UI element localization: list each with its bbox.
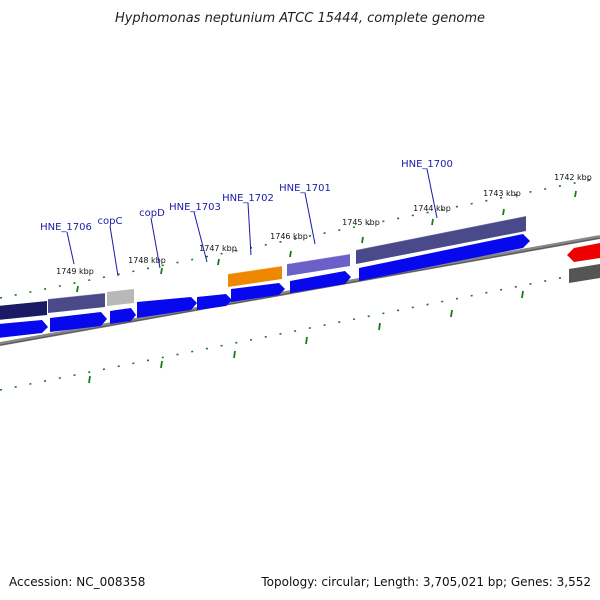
cds-arrows [0,234,530,338]
kbp-label: 1749 kbp [56,267,94,276]
cds-arrow [197,294,232,310]
feature-light-gray [107,289,134,306]
gene-label-hne-1701: HNE_1701 [279,183,331,194]
kbp-label: 1742 kbp [554,173,592,182]
feature-red-reverse [567,243,600,262]
kbp-labels: 1749 kbp 1748 kbp 1747 kbp 1746 kbp 1745… [56,173,592,276]
gene-label-hne-1703: HNE_1703 [169,202,221,213]
kbp-label: 1743 kbp [483,189,521,198]
gene-label-hne-1702: HNE_1702 [222,193,274,204]
feature-slate-purple [48,293,105,313]
cds-arrow [290,271,351,293]
cds-arrow [50,312,107,332]
cds-arrow [137,297,197,318]
gene-label-hne-1706: HNE_1706 [40,222,92,233]
feature-ring-classes [0,215,600,320]
gene-label-copc: copC [98,216,123,227]
gene-label-copd: copD [139,208,165,219]
feature-dark-gray [569,264,600,283]
gene-label-leaders [66,168,438,277]
kbp-label: 1744 kbp [413,204,451,213]
feature-dark-navy [0,301,47,320]
map-title: Hyphomonas neptunium ATCC 15444, complet… [115,11,485,26]
outer-major-ticks [76,190,577,293]
kbp-label: 1747 kbp [199,244,237,253]
gene-label-hne-1700: HNE_1700 [401,159,453,170]
feature-slate-purple-2 [356,216,526,264]
gene-labels: HNE_1706 copC copD HNE_1703 HNE_1702 HNE… [40,159,453,233]
kbp-label: 1748 kbp [128,256,166,265]
cds-arrow [110,308,136,324]
cds-arrow [231,283,285,302]
kbp-label: 1745 kbp [342,218,380,227]
feature-light-purple [287,254,350,276]
cds-arrow [359,234,530,281]
feature-orange [228,266,282,287]
accession-text: Accession: NC_008358 [9,575,145,589]
cds-arrow [0,320,48,338]
inner-major-ticks [88,290,524,384]
topology-summary: Topology: circular; Length: 3,705,021 bp… [260,575,591,589]
kbp-label: 1746 kbp [270,232,308,241]
